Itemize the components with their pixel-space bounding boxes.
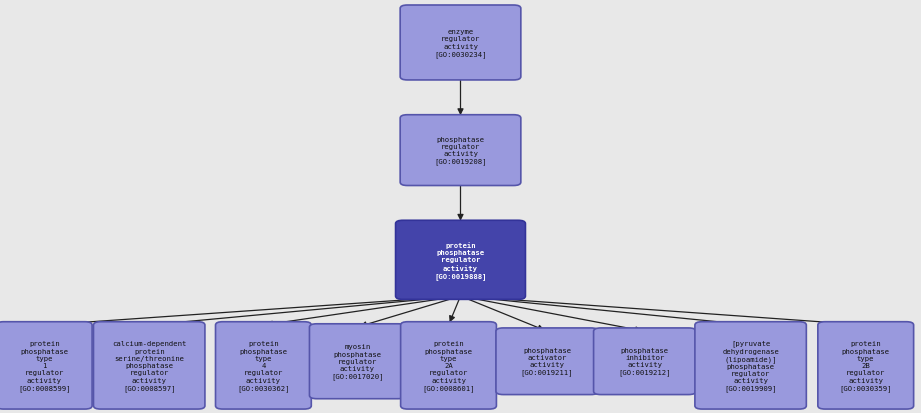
Text: protein
phosphatase
type
2A
regulator
activity
[GO:0008601]: protein phosphatase type 2A regulator ac… [422, 340, 475, 391]
FancyBboxPatch shape [400, 116, 521, 186]
FancyBboxPatch shape [818, 322, 914, 409]
Text: [pyruvate
dehydrogenase
(lipoamide)]
phosphatase
regulator
activity
[GO:0019909]: [pyruvate dehydrogenase (lipoamide)] pho… [722, 339, 779, 392]
FancyBboxPatch shape [0, 322, 92, 409]
Text: myosin
phosphatase
regulator
activity
[GO:0017020]: myosin phosphatase regulator activity [G… [331, 344, 384, 379]
Text: protein
phosphatase
regulator
activity
[GO:0019888]: protein phosphatase regulator activity [… [434, 241, 487, 279]
FancyBboxPatch shape [593, 328, 696, 395]
Text: protein
phosphatase
type
2B
regulator
activity
[GO:0030359]: protein phosphatase type 2B regulator ac… [839, 340, 892, 391]
FancyBboxPatch shape [94, 322, 204, 409]
FancyBboxPatch shape [216, 322, 311, 409]
FancyBboxPatch shape [495, 328, 599, 395]
Text: phosphatase
inhibitor
activity
[GO:0019212]: phosphatase inhibitor activity [GO:00192… [618, 347, 671, 375]
Text: phosphatase
activator
activity
[GO:0019211]: phosphatase activator activity [GO:00192… [520, 347, 574, 375]
FancyBboxPatch shape [309, 324, 405, 399]
Text: enzyme
regulator
activity
[GO:0030234]: enzyme regulator activity [GO:0030234] [434, 29, 487, 57]
Text: phosphatase
regulator
activity
[GO:0019208]: phosphatase regulator activity [GO:00192… [434, 137, 487, 165]
Text: protein
phosphatase
type
4
regulator
activity
[GO:0030362]: protein phosphatase type 4 regulator act… [237, 340, 290, 391]
FancyBboxPatch shape [400, 6, 521, 81]
Text: protein
phosphatase
type
1
regulator
activity
[GO:0008599]: protein phosphatase type 1 regulator act… [17, 340, 71, 391]
FancyBboxPatch shape [694, 322, 807, 409]
FancyBboxPatch shape [401, 322, 496, 409]
FancyBboxPatch shape [396, 221, 525, 300]
Text: calcium-dependent
protein
serine/threonine
phosphatase
regulator
activity
[GO:00: calcium-dependent protein serine/threoni… [112, 340, 186, 391]
